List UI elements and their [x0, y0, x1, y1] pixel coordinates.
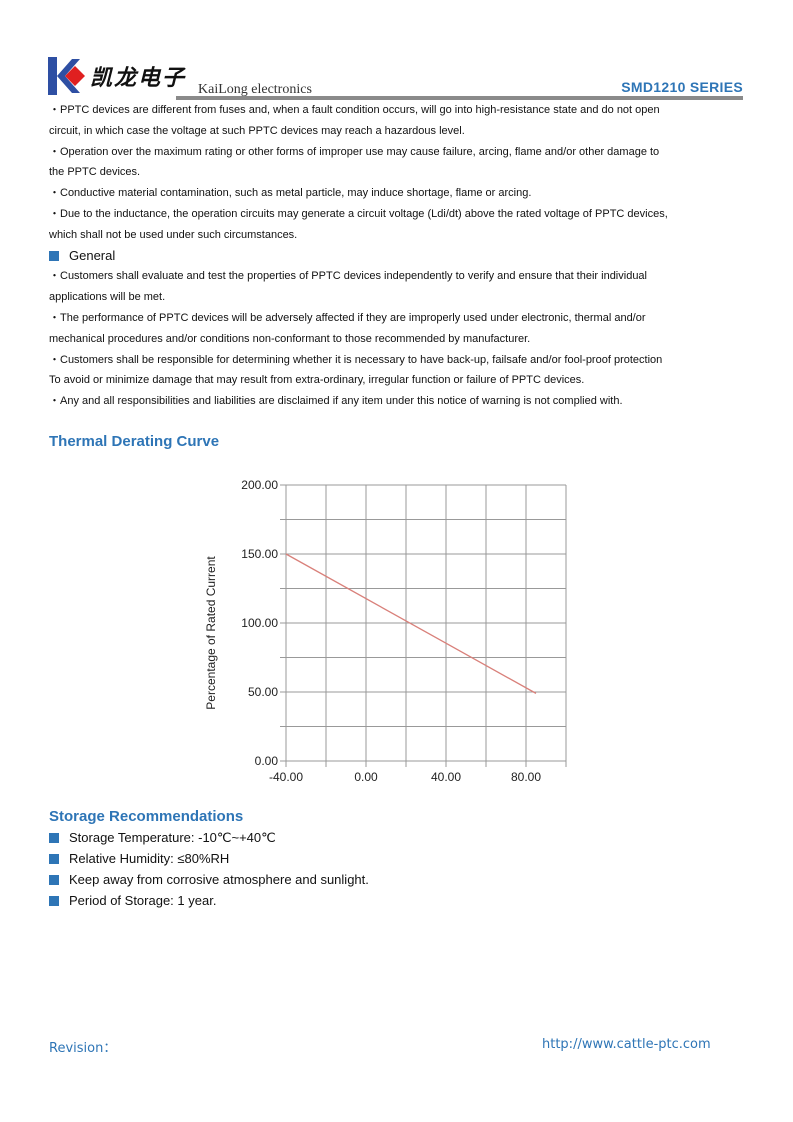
x-tick-label: 80.00 — [511, 770, 541, 784]
x-tick-label: 40.00 — [431, 770, 461, 784]
kailong-logo — [48, 57, 85, 95]
warning-line: mechanical procedures and/or conditions … — [49, 332, 531, 345]
website-link[interactable]: http://www.cattle-ptc.com — [542, 1037, 711, 1052]
warning-line: ・The performance of PPTC devices will be… — [49, 311, 646, 324]
warning-line: circuit, in which case the voltage at su… — [49, 124, 465, 137]
company-name-cn: 凯龙电子 — [90, 65, 187, 91]
company-name-en: KaiLong electronics — [198, 82, 312, 97]
storage-item-text: Keep away from corrosive atmosphere and … — [69, 872, 369, 887]
thermal-derating-chart: 0.00 50.00 100.00 150.00 200.00 -40.00 0.00 40.… — [204, 478, 567, 784]
warning-line: ・Customers shall be responsible for dete… — [49, 353, 663, 366]
general-heading: General — [49, 246, 749, 267]
warning-line: ・Any and all responsibilities and liabil… — [49, 395, 623, 408]
storage-item: Relative Humidity: ≤80%RH — [49, 848, 369, 869]
square-bullet-icon — [49, 896, 59, 906]
x-tick-label: -40.00 — [269, 770, 303, 784]
y-tick-label: 50.00 — [248, 685, 278, 699]
revision-label: Revision： — [49, 1041, 117, 1056]
square-bullet-icon — [49, 875, 59, 885]
warning-line: ・PPTC devices are different from fuses a… — [49, 104, 660, 116]
warning-line: the PPTC devices. — [49, 166, 141, 179]
y-tick-label: 200.00 — [241, 478, 278, 492]
storage-item: Storage Temperature: -10℃~+40℃ — [49, 827, 369, 848]
warning-line: which shall not be used under such circu… — [49, 228, 298, 241]
warning-line: applications will be met. — [49, 291, 166, 304]
heading-text: General — [69, 247, 116, 263]
storage-list: Storage Temperature: -10℃~+40℃ Relative H… — [49, 827, 369, 911]
thermal-title: Thermal Derating Curve — [49, 433, 220, 450]
storage-item-text: Relative Humidity: ≤80%RH — [69, 851, 230, 866]
storage-item-text: Storage Temperature: -10℃~+40℃ — [69, 830, 276, 845]
square-bullet-icon — [49, 854, 59, 864]
warning-line: ・Due to the inductance, the operation ci… — [49, 207, 668, 220]
header-rule — [176, 96, 743, 100]
warnings-section: ・PPTC devices are different from fuses a… — [49, 100, 749, 412]
y-tick-label: 0.00 — [255, 754, 279, 768]
y-tick-label: 100.00 — [241, 616, 278, 630]
series-title: SMD1210 SERIES — [621, 79, 743, 95]
y-axis-label: Percentage of Rated Current — [204, 556, 218, 710]
storage-item: Period of Storage: 1 year. — [49, 890, 369, 911]
storage-item: Keep away from corrosive atmosphere and … — [49, 869, 369, 890]
warning-line: ・Customers shall evaluate and test the p… — [49, 270, 647, 283]
square-bullet-icon — [49, 833, 59, 843]
storage-item-text: Period of Storage: 1 year. — [69, 893, 217, 908]
warning-line: ・Conductive material contamination, such… — [49, 187, 532, 200]
derating-line — [285, 553, 537, 694]
storage-title: Storage Recommendations — [49, 808, 244, 825]
warning-line: To avoid or minimize damage that may res… — [49, 374, 585, 387]
warning-line: ・Operation over the maximum rating or ot… — [49, 145, 660, 158]
y-tick-label: 150.00 — [241, 547, 278, 561]
square-bullet-icon — [49, 250, 59, 261]
x-tick-label: 0.00 — [354, 770, 378, 784]
